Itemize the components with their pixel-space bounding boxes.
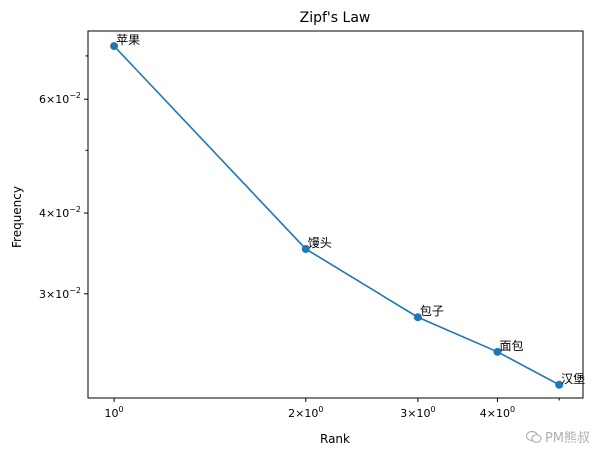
x-tick-label: 2×100 — [288, 405, 323, 420]
point-label: 馒头 — [308, 236, 332, 250]
x-axis-ticks: 100 2×100 3×100 4×100 — [105, 398, 560, 420]
point-label: 汉堡 — [561, 371, 585, 386]
y-tick-label: 6×10−2 — [39, 91, 81, 106]
x-tick-label: 4×100 — [480, 405, 515, 420]
point-label: 面包 — [499, 339, 523, 353]
chart-title: Zipf's Law — [300, 10, 371, 26]
series-line — [113, 45, 560, 386]
y-axis-ticks: 6×10−2 4×10−2 3×10−2 — [39, 55, 88, 301]
watermark: PM熊叔 — [525, 427, 590, 446]
wechat-icon — [525, 430, 542, 443]
y-tick-label: 3×10−2 — [39, 286, 81, 301]
data-point — [301, 244, 310, 253]
data-point — [493, 347, 502, 356]
y-tick-label: 4×10−2 — [39, 205, 81, 220]
x-tick-label: 3×100 — [400, 405, 435, 420]
point-label: 包子 — [420, 304, 444, 318]
x-axis-label: Rank — [320, 432, 350, 446]
x-tick-label: 100 — [105, 405, 124, 420]
data-point — [110, 42, 119, 51]
point-label: 苹果 — [116, 33, 140, 47]
y-axis-label: Frequency — [10, 186, 24, 248]
data-point — [413, 313, 422, 322]
watermark-text: PM熊叔 — [544, 431, 590, 446]
data-point — [555, 380, 564, 389]
plot-frame — [87, 30, 584, 399]
